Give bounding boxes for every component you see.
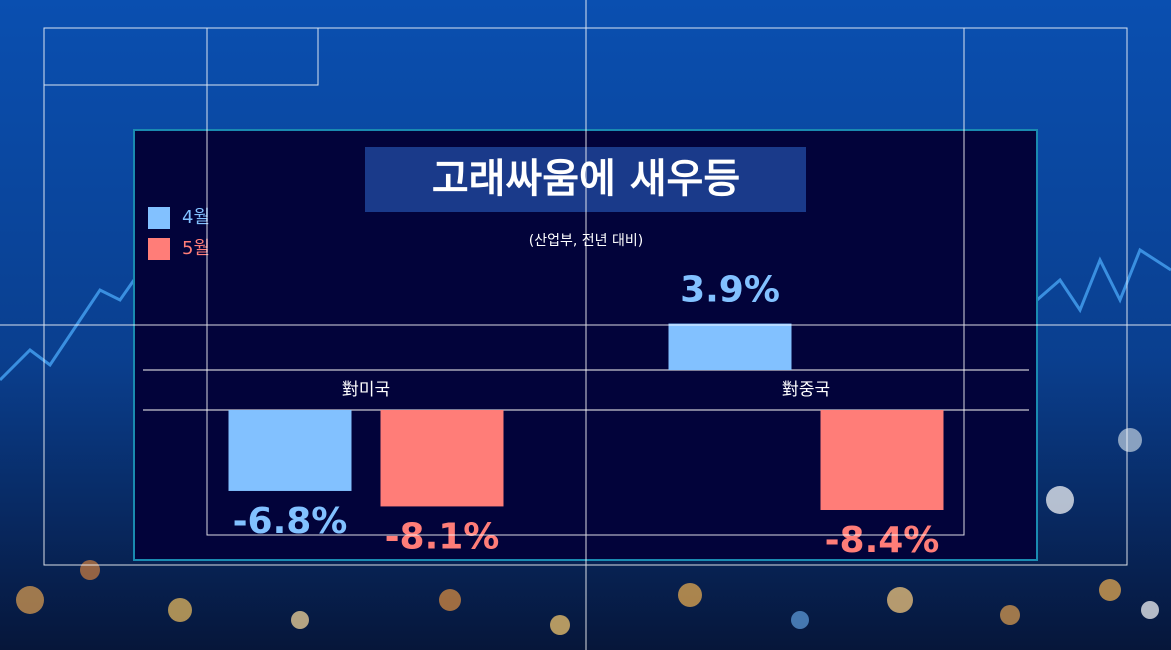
legend-swatch	[148, 238, 170, 260]
bar	[820, 410, 944, 510]
ticker-line	[0, 279, 136, 382]
value-label: -8.4%	[825, 520, 940, 561]
bar	[380, 410, 504, 507]
bar	[668, 323, 792, 370]
category-label: 對중국	[782, 380, 830, 400]
plot: 4월 5월 對미국 -6.8% -8.1% 對중국 3.9% -8.4%	[148, 207, 944, 561]
ticker-line	[1036, 247, 1171, 314]
legend-swatch	[148, 207, 170, 229]
value-label: 3.9%	[680, 270, 780, 311]
value-label: -8.1%	[385, 516, 500, 557]
category-label: 對미국	[342, 380, 390, 400]
legend-label: 5월	[182, 238, 210, 259]
value-label: -6.8%	[233, 501, 348, 542]
legend-label: 4월	[182, 207, 210, 228]
bar	[228, 410, 352, 491]
